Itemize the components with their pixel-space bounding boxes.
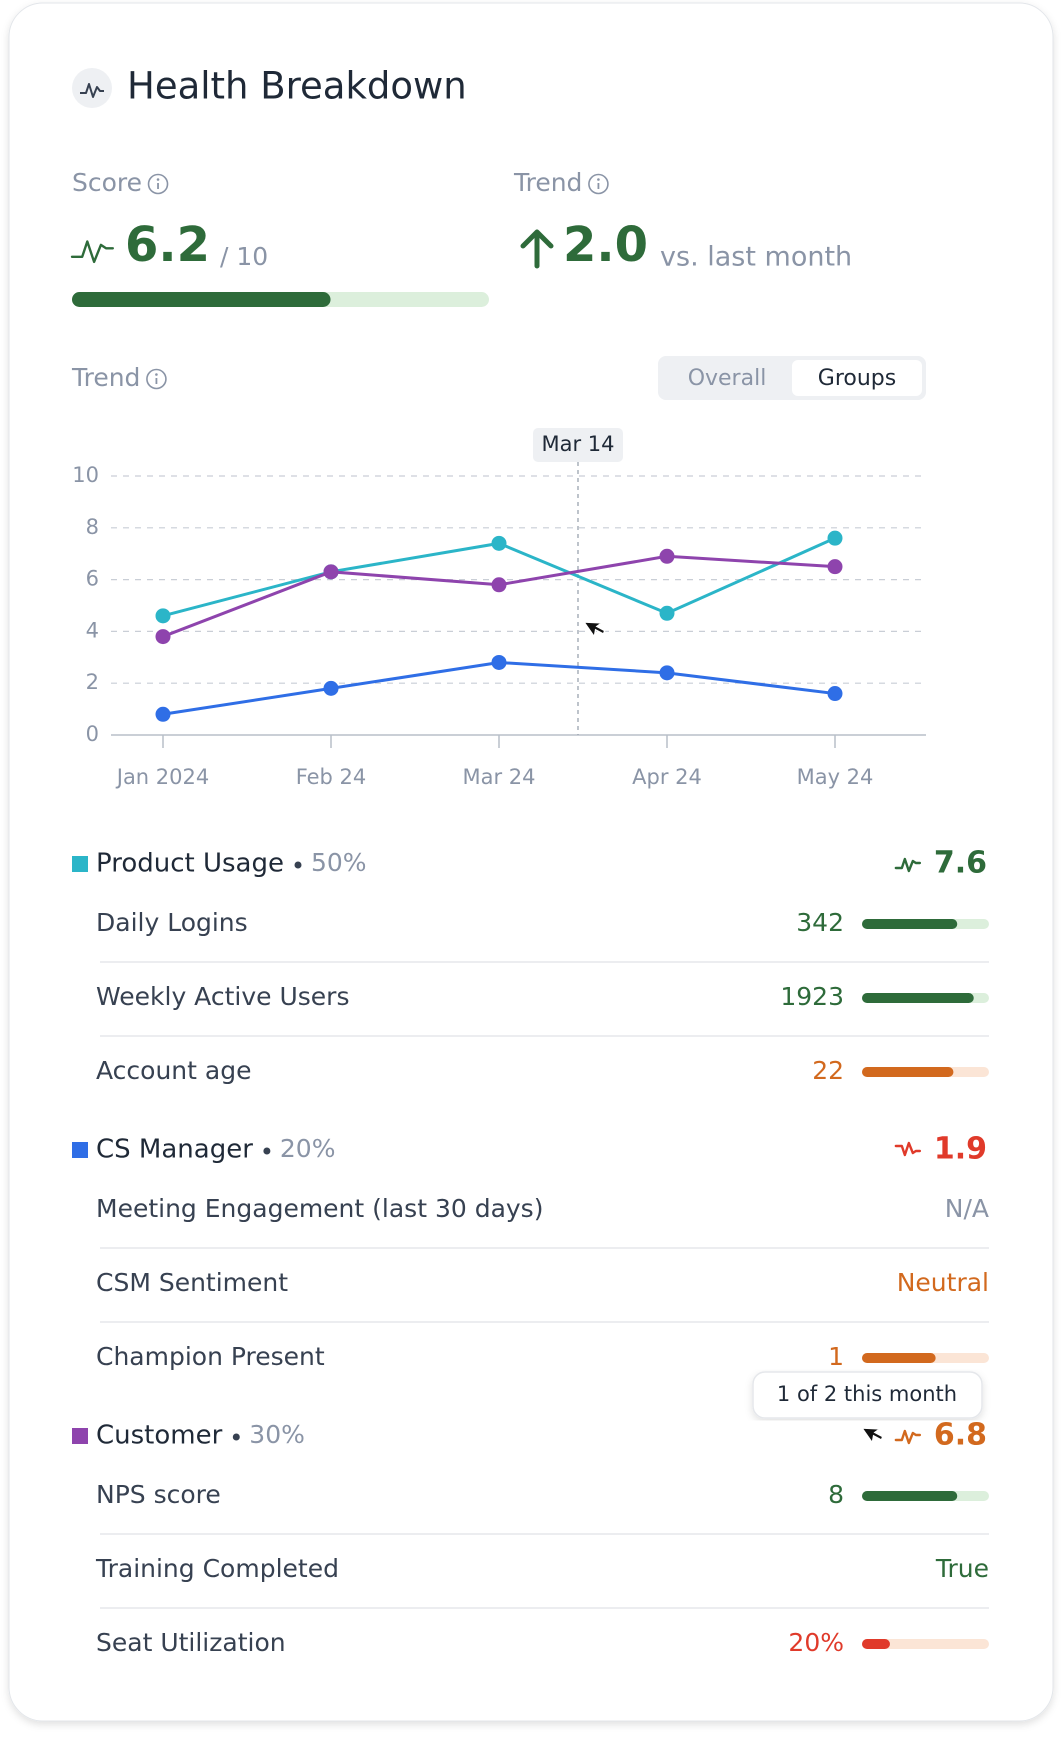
metric-name: Account age — [96, 1056, 251, 1085]
trend-arrow — [520, 229, 554, 269]
metric-bar — [862, 1353, 936, 1363]
title: Health Breakdown — [127, 65, 467, 108]
x-tick-label: Mar 24 — [462, 765, 535, 789]
metric-name: Champion Present — [96, 1342, 325, 1371]
series-point — [659, 548, 675, 564]
tooltip-box — [752, 1371, 983, 1419]
series-point — [323, 680, 339, 696]
group-score: 1.9 — [934, 1132, 987, 1167]
trend-value: 2.0 — [563, 217, 648, 273]
cursor — [582, 621, 606, 639]
series-point — [827, 686, 843, 702]
hover-label: Mar 14 — [541, 432, 614, 456]
metric-name: NPS score — [96, 1480, 221, 1509]
info-icon — [588, 173, 609, 195]
trend-glyph — [70, 240, 114, 264]
card — [8, 2, 1054, 1722]
metric-value: 342 — [796, 908, 844, 937]
info-icon-dot — [156, 178, 160, 181]
series-point — [827, 559, 843, 575]
y-tick-label: 6 — [86, 567, 99, 591]
group-weight: 50% — [311, 848, 367, 877]
info-icon-dot — [597, 178, 600, 181]
x-tick-label: May 24 — [797, 765, 874, 789]
series-point — [659, 605, 675, 621]
trend-label: Trend — [513, 168, 582, 197]
toggle-option[interactable]: Overall — [688, 366, 767, 391]
metric-bar — [862, 1639, 890, 1649]
legend-swatch — [72, 1428, 88, 1444]
y-tick-label: 4 — [86, 618, 99, 642]
metric-value: 20% — [788, 1628, 844, 1657]
series-point — [491, 654, 507, 670]
series-point — [155, 706, 171, 722]
group-name: CS Manager — [96, 1135, 253, 1165]
y-tick-label: 8 — [86, 515, 99, 539]
group-score: 6.8 — [934, 1418, 987, 1453]
group-score: 7.6 — [934, 846, 987, 881]
trend-glyph — [894, 1429, 922, 1445]
metric-name: Weekly Active Users — [96, 982, 349, 1011]
separator-dot — [263, 1147, 271, 1155]
metric-name: Daily Logins — [96, 908, 248, 937]
metric-track — [862, 1639, 989, 1649]
separator-dot — [294, 861, 302, 869]
info-icon — [147, 173, 169, 195]
metric-bar — [862, 1067, 954, 1077]
metric-value: 1 — [828, 1342, 844, 1371]
x-tick-label: Jan 2024 — [115, 765, 210, 789]
score-fill — [72, 292, 331, 307]
info-icon — [146, 368, 167, 390]
metric-bar — [862, 919, 958, 929]
metric-value: 22 — [812, 1056, 844, 1085]
metric-value: 8 — [828, 1480, 844, 1509]
trend-glyph — [894, 1141, 922, 1157]
hover-label-box — [533, 428, 623, 462]
legend-swatch — [72, 1142, 88, 1158]
score-label: Score — [72, 168, 142, 197]
metric-value: 1923 — [780, 982, 844, 1011]
chart-title: Trend — [71, 363, 140, 392]
series-point — [323, 564, 339, 580]
y-tick-label: 0 — [86, 722, 99, 746]
tooltip-text: 1 of 2 this month — [777, 1382, 957, 1406]
y-tick-label: 10 — [72, 463, 99, 487]
info-icon-dot — [155, 373, 158, 376]
series-point — [827, 530, 843, 546]
series-point — [491, 535, 507, 551]
y-tick-label: 2 — [86, 670, 99, 694]
x-tick-label: Apr 24 — [632, 765, 702, 789]
metric-bar — [862, 993, 974, 1003]
score-value: 6.2 — [125, 217, 210, 273]
separator-dot — [232, 1433, 240, 1441]
cursor — [860, 1427, 884, 1445]
series-point — [155, 629, 171, 645]
group-name: Product Usage — [96, 849, 284, 879]
group-weight: 20% — [280, 1134, 336, 1163]
series-point — [659, 665, 675, 681]
metric-value: N/A — [945, 1194, 989, 1223]
group-weight: 30% — [249, 1420, 305, 1449]
trend-glyph — [894, 857, 922, 873]
metric-name: Meeting Engagement (last 30 days) — [96, 1194, 543, 1223]
title-icon — [72, 68, 112, 108]
metric-name: CSM Sentiment — [96, 1268, 288, 1297]
metric-value: True — [935, 1554, 989, 1583]
score-max: / 10 — [220, 242, 268, 271]
metric-name: Seat Utilization — [96, 1628, 286, 1657]
trend-suffix: vs. last month — [660, 242, 852, 273]
toggle-option[interactable]: Groups — [818, 366, 896, 391]
metric-value: Neutral — [897, 1268, 989, 1297]
metric-name: Training Completed — [95, 1554, 339, 1583]
metric-bar — [862, 1491, 958, 1501]
legend-swatch — [72, 856, 88, 872]
toggle-active — [792, 360, 922, 396]
series-point — [155, 608, 171, 624]
title-icon-glyph — [80, 83, 104, 98]
series-point — [491, 577, 507, 593]
x-tick-label: Feb 24 — [296, 765, 367, 789]
group-name: Customer — [96, 1421, 223, 1451]
